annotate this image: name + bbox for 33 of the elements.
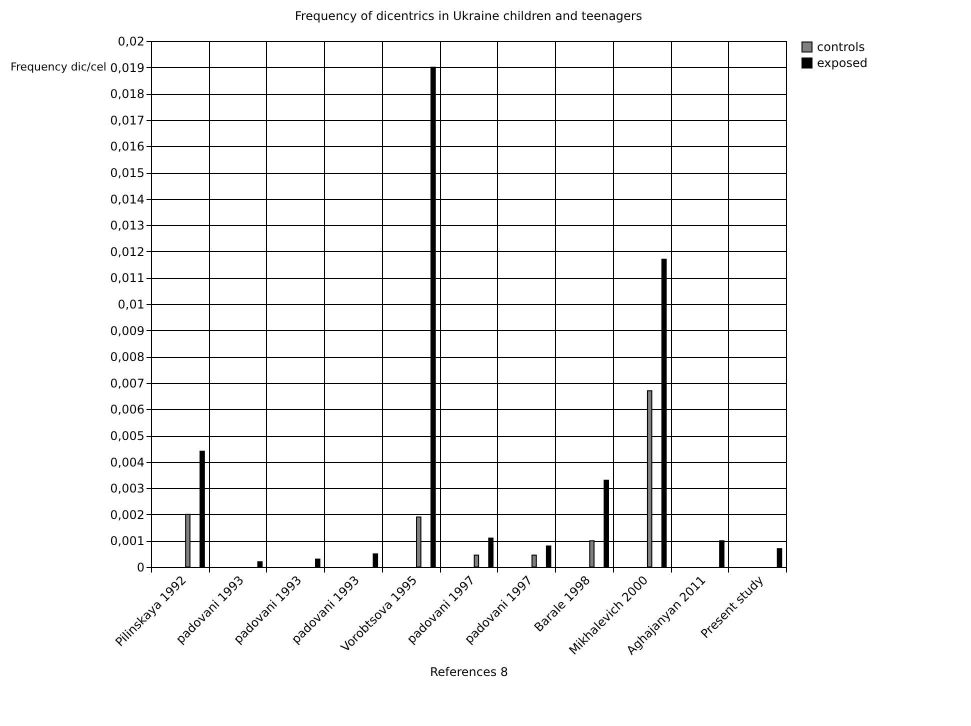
y-tick-label: 0,01: [118, 298, 144, 312]
bar: [546, 545, 552, 568]
legend-label: controls: [817, 40, 865, 54]
y-tick-label: 0,008: [110, 350, 144, 364]
bar: [257, 561, 263, 568]
legend-label: exposed: [817, 56, 868, 70]
y-tick-label: 0,012: [110, 244, 144, 259]
x-axis-title: References 8: [430, 664, 508, 679]
y-tick-label: 0,02: [118, 34, 144, 48]
bar: [474, 554, 480, 568]
chart-title: Frequency of dicentrics in Ukraine children and teenagers: [294, 9, 642, 23]
y-tick-label: 0,015: [110, 166, 144, 180]
y-tick-label: 0,011: [110, 271, 144, 286]
y-tick-label: 0,005: [110, 429, 144, 443]
bar: [315, 558, 320, 568]
y-tick-label: 0,019: [110, 60, 144, 75]
y-tick-label: 0,006: [110, 402, 144, 417]
bar: [372, 553, 378, 568]
y-tick-label: 0: [136, 560, 144, 574]
bar: [532, 554, 537, 568]
y-tick-label: 0,018: [110, 87, 144, 102]
y-tick-label: 0,017: [110, 113, 144, 128]
bar: [776, 548, 782, 568]
y-tick-label: 0,002: [110, 508, 144, 522]
y-axis-title: Frequency dic/cel: [10, 60, 106, 74]
y-tick-label: 0,016: [110, 140, 144, 154]
y-tick-label: 0,007: [110, 376, 144, 390]
y-tick-label: 0,009: [110, 324, 144, 338]
y-tick-label: 0,004: [110, 455, 144, 470]
y-tick-label: 0,013: [110, 218, 144, 233]
y-tick-label: 0,014: [110, 192, 144, 206]
y-tick-label: 0,001: [110, 534, 144, 548]
y-tick-label: 0,003: [110, 482, 144, 496]
